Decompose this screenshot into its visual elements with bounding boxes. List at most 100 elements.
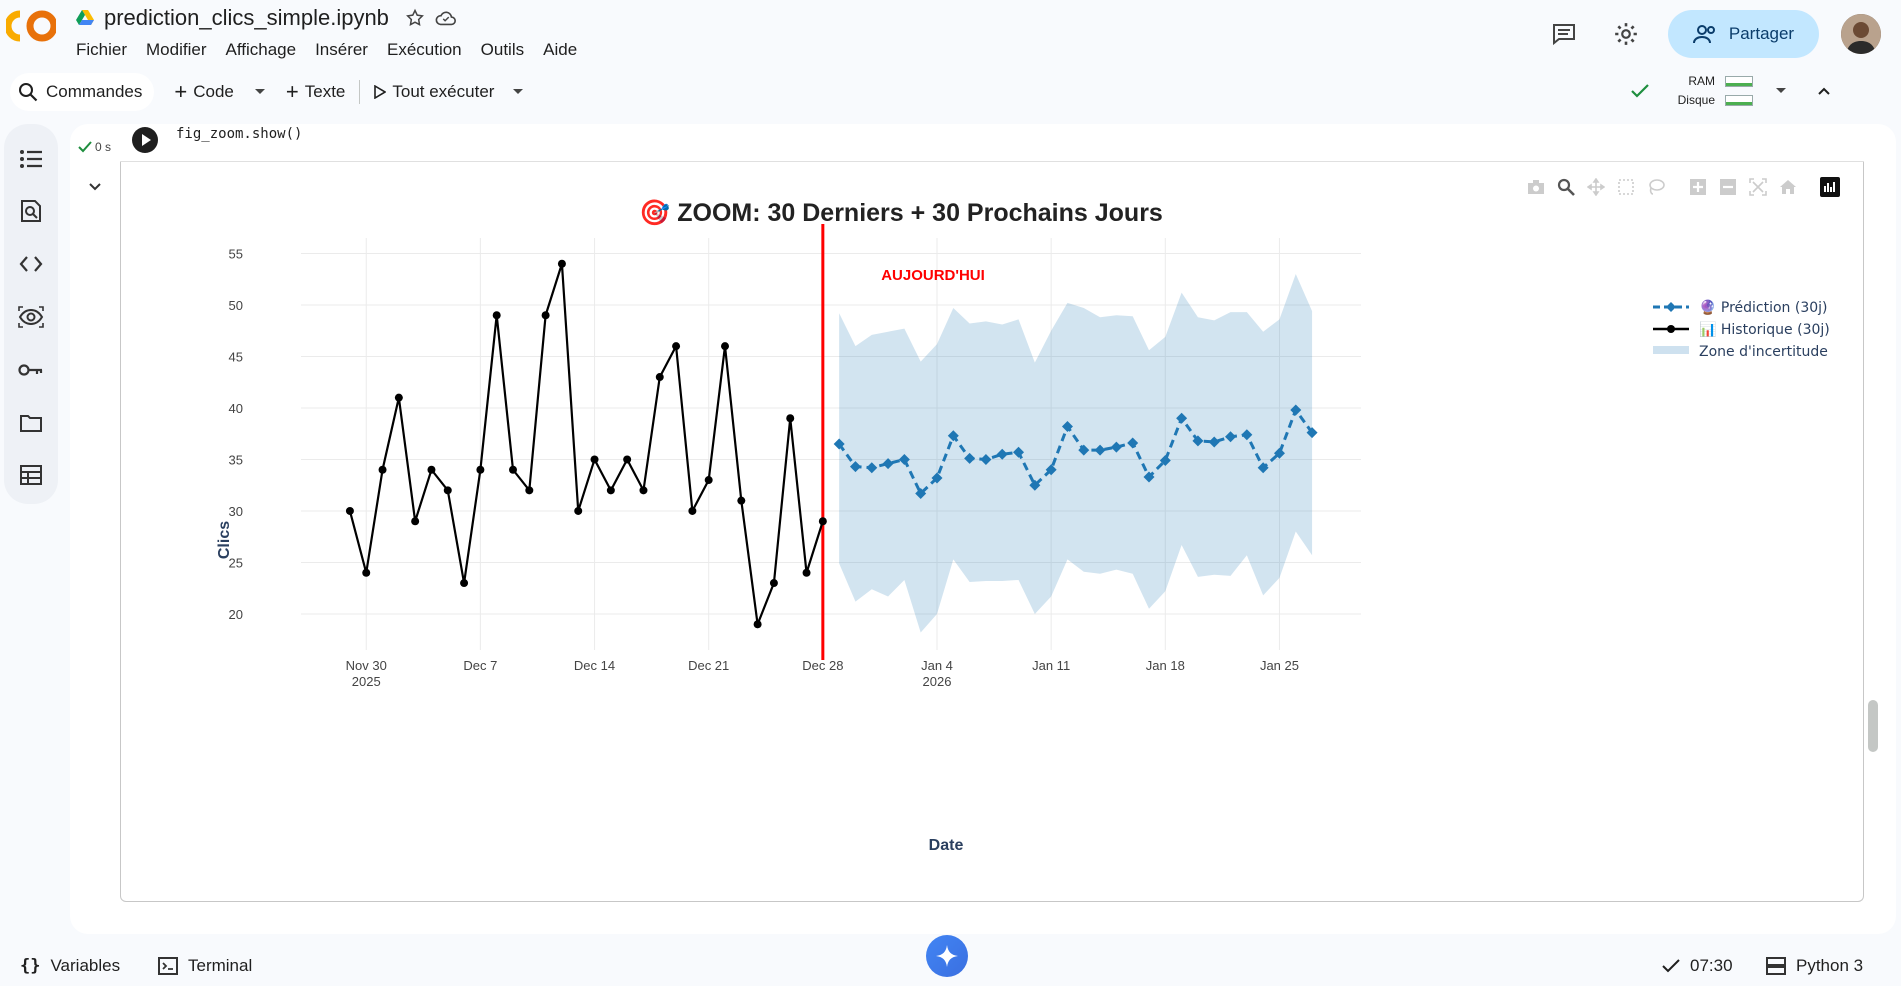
plotly-logo-icon[interactable] (1819, 176, 1841, 198)
cloud-saved-icon[interactable] (435, 8, 457, 28)
autoscale-icon[interactable] (1747, 176, 1769, 198)
today-label: AUJOURD'HUI (881, 267, 985, 284)
kernel-status[interactable]: Python 3 (1766, 956, 1863, 976)
chevron-down-icon[interactable] (512, 88, 524, 96)
toc-button[interactable] (18, 146, 44, 172)
history-point (639, 486, 648, 495)
sparkle-icon (936, 945, 958, 967)
star-icon[interactable] (405, 8, 425, 28)
history-point (443, 486, 452, 495)
menu-aide[interactable]: Aide (543, 40, 578, 59)
camera-icon[interactable] (1525, 176, 1547, 198)
zoom-icon[interactable] (1555, 176, 1577, 198)
share-button[interactable]: Partager (1668, 10, 1819, 58)
files-button[interactable] (18, 410, 44, 436)
history-point (476, 465, 485, 474)
chevron-down-icon[interactable] (254, 88, 266, 96)
y-tick-label: 25 (229, 555, 243, 570)
run-all-button[interactable]: Tout exécuter (374, 82, 494, 102)
uncertainty-area (839, 274, 1313, 633)
history-point (345, 506, 354, 515)
gemini-button[interactable] (926, 935, 968, 977)
check-icon (1630, 84, 1649, 98)
legend-prediction: 🔮 Prédiction (30j) (1699, 299, 1828, 316)
add-code-button[interactable]: + Code (174, 79, 234, 105)
menu-affichage[interactable]: Affichage (225, 40, 297, 59)
prediction-point (898, 453, 910, 465)
menu-inserer[interactable]: Insérer (315, 40, 368, 59)
menu-bar: Fichier Modifier Affichage Insérer Exécu… (76, 40, 596, 60)
menu-execution[interactable]: Exécution (386, 40, 462, 59)
add-text-button[interactable]: + Texte (286, 79, 346, 105)
run-cell-button[interactable] (132, 127, 158, 153)
home-icon[interactable] (1777, 176, 1799, 198)
history-point (721, 342, 729, 351)
secrets-button[interactable] (18, 357, 44, 383)
prediction-point (1176, 412, 1188, 424)
zoom-in-icon[interactable] (1687, 176, 1709, 198)
prediction-point (931, 472, 943, 484)
x-tick-label: Dec 14 (574, 658, 615, 673)
settings-button[interactable] (1606, 14, 1646, 54)
table-icon (20, 465, 42, 485)
scrollbar-thumb[interactable] (1868, 700, 1878, 752)
history-point (704, 476, 713, 485)
resources-indicator[interactable]: RAM Disque (1630, 72, 1831, 110)
gear-icon (1615, 23, 1637, 45)
prediction-point (866, 462, 878, 474)
history-point (606, 486, 615, 495)
variables-label: Variables (50, 956, 121, 975)
x-tick-label: Jan 11 (1032, 658, 1070, 673)
comments-button[interactable] (1544, 14, 1584, 54)
commands-button[interactable]: Commandes (10, 73, 155, 111)
zoom-out-icon[interactable] (1717, 176, 1739, 198)
prediction-series (833, 404, 1318, 499)
check-icon (1662, 959, 1680, 973)
find-button[interactable] (18, 198, 44, 224)
data-table-button[interactable] (18, 462, 44, 488)
y-tick-label: 40 (229, 401, 243, 416)
prediction-point (1029, 479, 1041, 491)
avatar[interactable] (1841, 14, 1881, 54)
prediction-point (1127, 437, 1139, 449)
collapse-up-icon[interactable] (1817, 86, 1831, 96)
comment-icon (1553, 24, 1575, 46)
chevron-down-icon[interactable] (1775, 87, 1787, 95)
menu-modifier[interactable]: Modifier (146, 40, 207, 59)
legend-history: 📊 Historique (30j) (1699, 321, 1830, 338)
menu-fichier[interactable]: Fichier (76, 40, 128, 59)
add-code-label: Code (193, 82, 234, 101)
code-snippets-button[interactable] (18, 251, 44, 277)
menu-outils[interactable]: Outils (480, 40, 525, 59)
exec-time-status[interactable]: 07:30 (1662, 956, 1733, 976)
history-point (557, 259, 566, 268)
variables-inspector-button[interactable] (18, 304, 44, 330)
prediction-point (1306, 427, 1318, 439)
find-document-icon (21, 200, 41, 222)
box-select-icon[interactable] (1615, 176, 1637, 198)
pan-icon[interactable] (1585, 176, 1607, 198)
history-point (590, 455, 599, 464)
prediction-point (833, 438, 845, 450)
history-point (753, 620, 762, 629)
braces-icon: {} (20, 956, 41, 976)
people-icon (1692, 25, 1715, 44)
exec-time: 0 s (95, 140, 112, 154)
y-tick-label: 20 (229, 607, 243, 622)
history-point (492, 311, 501, 320)
prediction-point (1273, 447, 1285, 459)
cell-separator (120, 161, 1864, 162)
chevron-down-icon[interactable] (88, 182, 102, 192)
lasso-icon[interactable] (1645, 176, 1667, 198)
prediction-point (1094, 444, 1106, 456)
variables-button[interactable]: {} Variables (20, 956, 120, 976)
code-line[interactable]: fig_zoom.show() (176, 126, 303, 142)
colab-logo[interactable] (6, 8, 56, 44)
terminal-button[interactable]: Terminal (158, 956, 252, 976)
notebook-title[interactable]: prediction_clics_simple.ipynb (104, 5, 389, 30)
share-label: Partager (1728, 24, 1795, 43)
history-point (427, 465, 436, 474)
y-tick-label: 30 (229, 504, 243, 519)
x-tick-label: Nov 30 (346, 658, 387, 673)
